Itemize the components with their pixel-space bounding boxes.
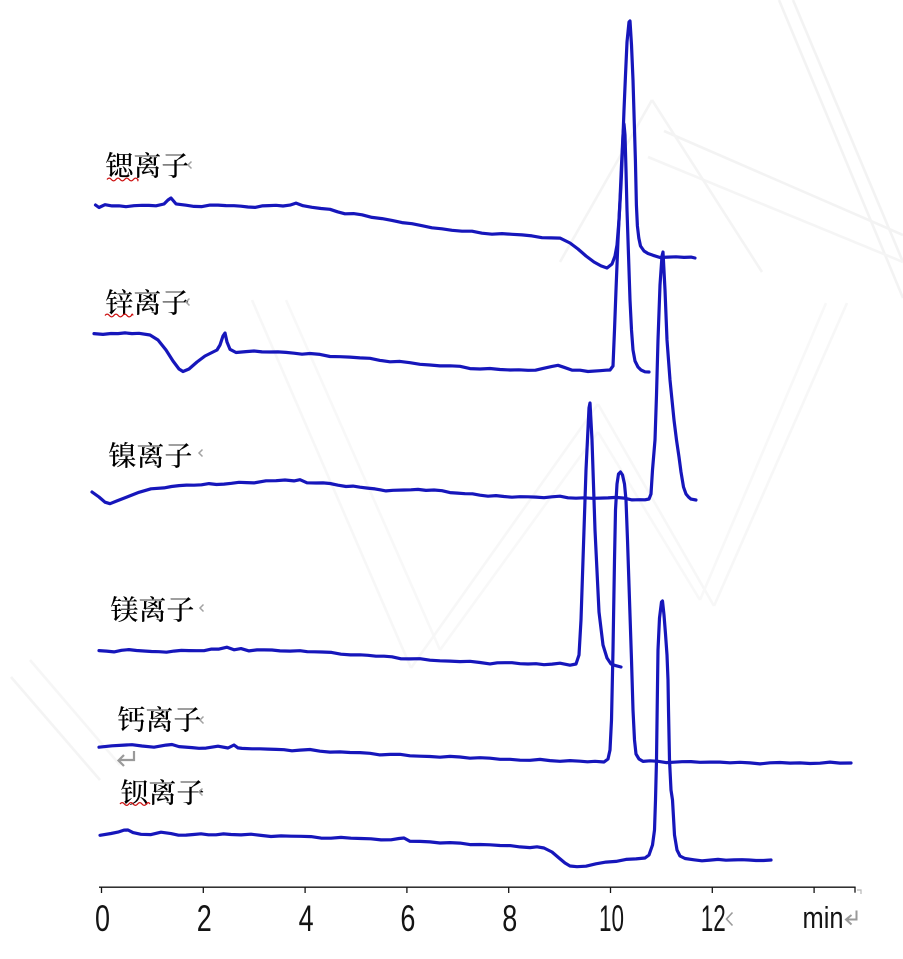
svg-text:4: 4: [299, 898, 314, 939]
svg-text:8: 8: [502, 898, 517, 939]
svg-text:0: 0: [95, 898, 110, 939]
svg-text:12: 12: [701, 898, 726, 939]
svg-text:min: min: [803, 900, 844, 935]
svg-text:2: 2: [197, 898, 212, 939]
svg-text:6: 6: [400, 898, 415, 939]
svg-text:10: 10: [599, 898, 624, 939]
